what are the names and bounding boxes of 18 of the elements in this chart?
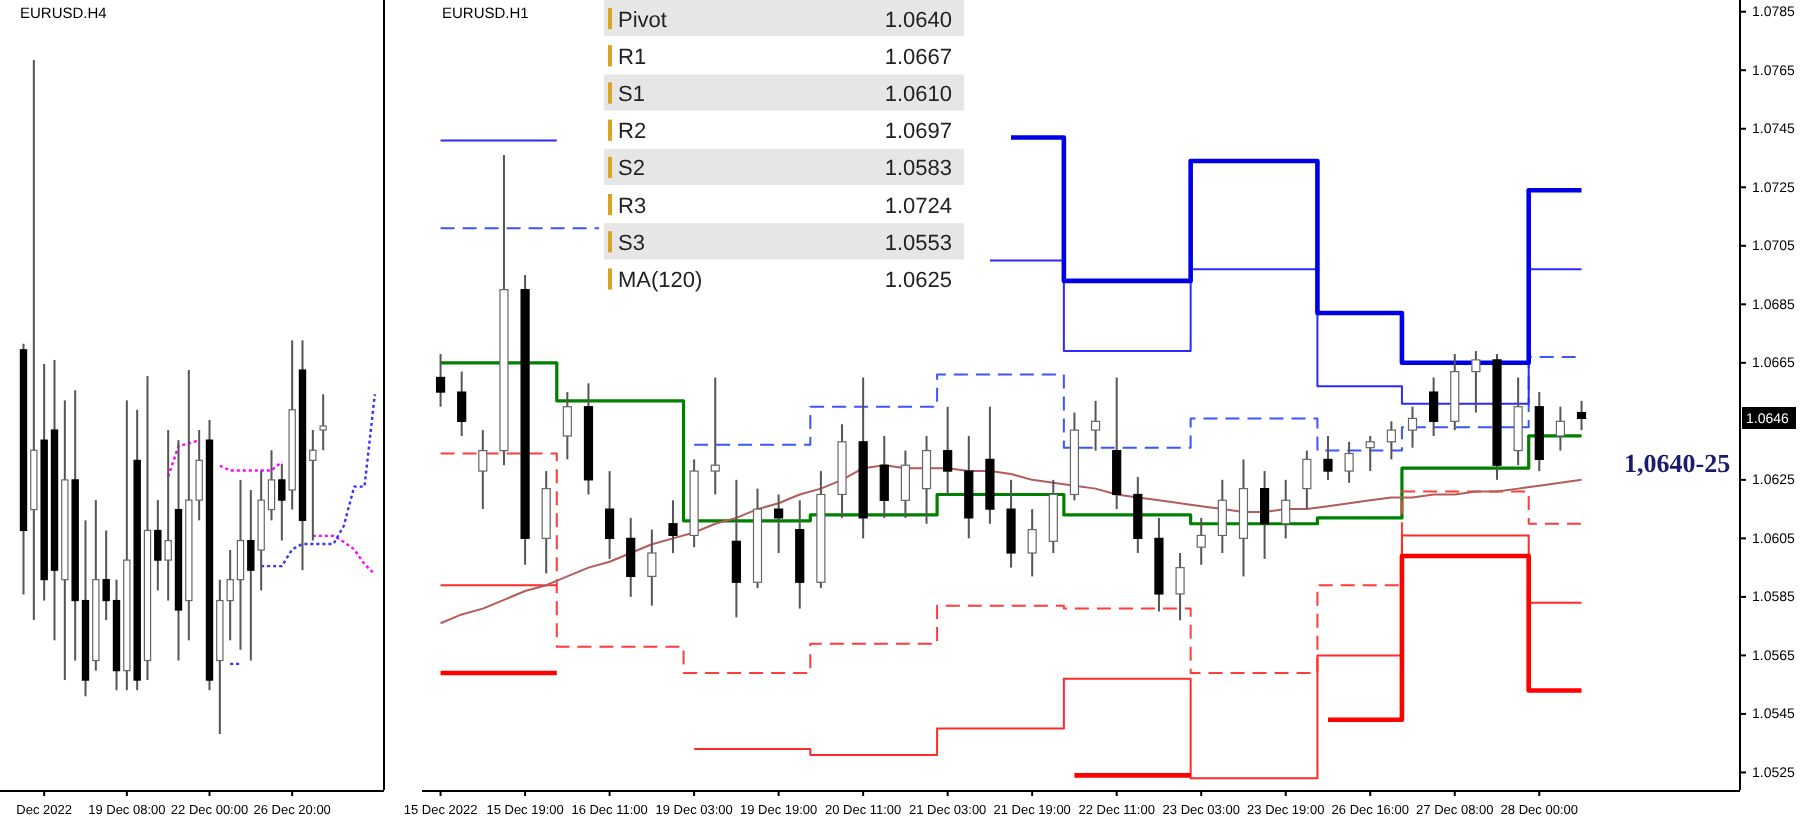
annotation: 1.0667	[884, 45, 952, 70]
annotation: R2	[618, 120, 647, 145]
annotation: 1.0724	[884, 194, 952, 219]
annotation: S1	[618, 83, 645, 107]
text: 1,0640-25	[1624, 448, 1732, 478]
annotation: MA(120)	[618, 269, 703, 293]
annotation: 1.0610	[884, 83, 952, 107]
annotation: R3	[618, 194, 647, 219]
annotation: S3	[618, 231, 645, 256]
annotation: 1.0640	[884, 8, 952, 33]
annotation: 1.0625	[884, 269, 952, 293]
annotation: S2	[618, 157, 645, 182]
annotation: Pivot	[618, 8, 667, 33]
annotation: 1.0697	[884, 120, 952, 145]
annotation: 1.0553	[884, 231, 952, 256]
annotation: 1.0583	[884, 157, 952, 182]
candlestick	[309, 430, 317, 541]
annotation: R1	[618, 45, 647, 70]
